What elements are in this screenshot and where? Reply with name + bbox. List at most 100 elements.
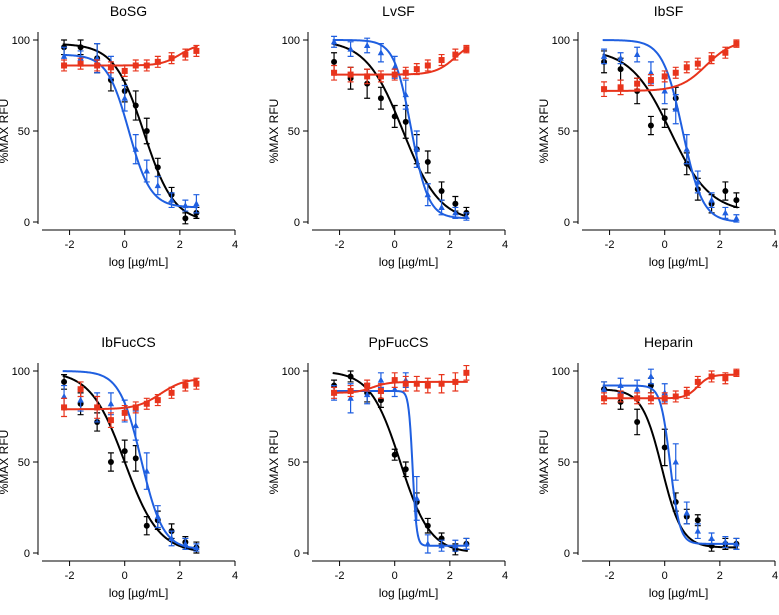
series-black — [601, 50, 740, 214]
data-point-square — [364, 382, 371, 389]
fit-curve-black — [602, 388, 738, 549]
data-point-triangle — [330, 38, 338, 45]
data-point-triangle — [377, 376, 385, 383]
data-point-circle — [634, 418, 641, 425]
data-point-circle — [424, 522, 431, 529]
data-point-circle — [424, 158, 431, 165]
y-tick-label: 100 — [552, 366, 570, 378]
data-point-triangle — [107, 400, 115, 407]
data-point-square — [601, 86, 608, 93]
series-blue — [60, 370, 200, 552]
data-point-square — [424, 382, 431, 389]
data-point-triangle — [463, 540, 470, 547]
data-point-square — [424, 62, 431, 69]
data-point-triangle — [424, 191, 431, 198]
fit-curve-black — [332, 42, 469, 218]
data-point-triangle — [377, 49, 385, 56]
data-point-triangle — [413, 145, 420, 152]
x-tick-label: -2 — [605, 570, 615, 582]
y-axis-label: %MAX RFU — [0, 99, 11, 164]
data-point-triangle — [363, 41, 371, 48]
x-tick-label: 4 — [502, 570, 508, 582]
data-point-circle — [347, 373, 354, 380]
data-point-square — [438, 57, 445, 64]
data-point-triangle — [182, 540, 189, 547]
data-point-square — [601, 395, 608, 402]
x-tick-label: -2 — [65, 239, 75, 251]
x-tick-label: 4 — [772, 570, 778, 582]
data-point-square — [193, 380, 200, 387]
y-tick-label: 0 — [564, 217, 570, 229]
data-point-circle — [121, 448, 128, 455]
data-point-circle — [402, 466, 409, 473]
data-point-circle — [132, 455, 139, 462]
data-point-circle — [391, 113, 398, 120]
data-point-square — [77, 60, 84, 67]
data-point-circle — [182, 215, 189, 222]
series-blue — [600, 39, 740, 223]
chart-title: PpFucCS — [369, 334, 429, 350]
data-point-square — [168, 389, 175, 396]
data-point-circle — [377, 95, 384, 102]
data-point-triangle — [661, 87, 668, 94]
data-point-square — [708, 373, 715, 380]
data-point-triangle — [143, 167, 150, 174]
data-point-square — [121, 67, 128, 74]
data-point-square — [121, 409, 128, 416]
x-tick-label: 0 — [662, 570, 668, 582]
x-tick-label: 0 — [392, 239, 398, 251]
data-point-square — [413, 380, 420, 387]
data-point-circle — [132, 102, 139, 109]
data-point-circle — [61, 378, 68, 385]
chart-title: LvSF — [382, 3, 415, 19]
data-point-triangle — [391, 385, 398, 392]
data-point-square — [391, 71, 398, 78]
data-point-triangle — [60, 52, 68, 59]
data-point-square — [413, 66, 420, 73]
data-point-circle — [77, 44, 84, 51]
y-tick-label: 100 — [12, 366, 30, 378]
data-point-square — [347, 388, 354, 395]
data-point-square — [61, 62, 68, 69]
fit-curve-red — [332, 380, 468, 394]
data-point-square — [107, 417, 114, 424]
data-point-square — [733, 40, 740, 47]
data-point-square — [402, 380, 409, 387]
chart-title: IbSF — [654, 3, 684, 19]
fit-curve-red — [62, 378, 198, 411]
fit-curve-blue — [62, 370, 198, 550]
data-point-square — [154, 58, 161, 65]
data-point-triangle — [143, 467, 150, 474]
fit-curve-red — [602, 373, 738, 400]
x-tick-label: 4 — [232, 570, 238, 582]
fit-curve-black — [62, 43, 199, 219]
data-point-square — [634, 80, 641, 87]
fit-curve-black — [332, 371, 468, 553]
data-point-triangle — [193, 200, 200, 207]
data-point-triangle — [132, 422, 139, 429]
data-point-triangle — [402, 91, 409, 98]
data-point-triangle — [154, 513, 161, 520]
data-point-square — [402, 69, 409, 76]
data-point-triangle — [77, 396, 84, 403]
series-red — [61, 44, 200, 77]
y-tick-label: 0 — [294, 217, 300, 229]
data-point-square — [193, 47, 200, 54]
data-point-triangle — [617, 382, 624, 389]
data-point-triangle — [708, 196, 715, 203]
data-point-triangle — [193, 544, 200, 551]
data-point-square — [94, 404, 101, 411]
series-red — [601, 368, 740, 405]
data-point-triangle — [617, 54, 624, 61]
x-tick-label: 2 — [447, 570, 453, 582]
x-tick-label: 2 — [177, 239, 183, 251]
data-point-triangle — [672, 458, 679, 465]
x-tick-label: 2 — [447, 239, 453, 251]
data-point-triangle — [600, 385, 608, 392]
data-point-square — [132, 404, 139, 411]
data-point-circle — [154, 164, 161, 171]
data-point-triangle — [452, 542, 459, 549]
x-tick-label: 0 — [662, 239, 668, 251]
data-point-square — [391, 377, 398, 384]
data-point-square — [182, 51, 189, 58]
